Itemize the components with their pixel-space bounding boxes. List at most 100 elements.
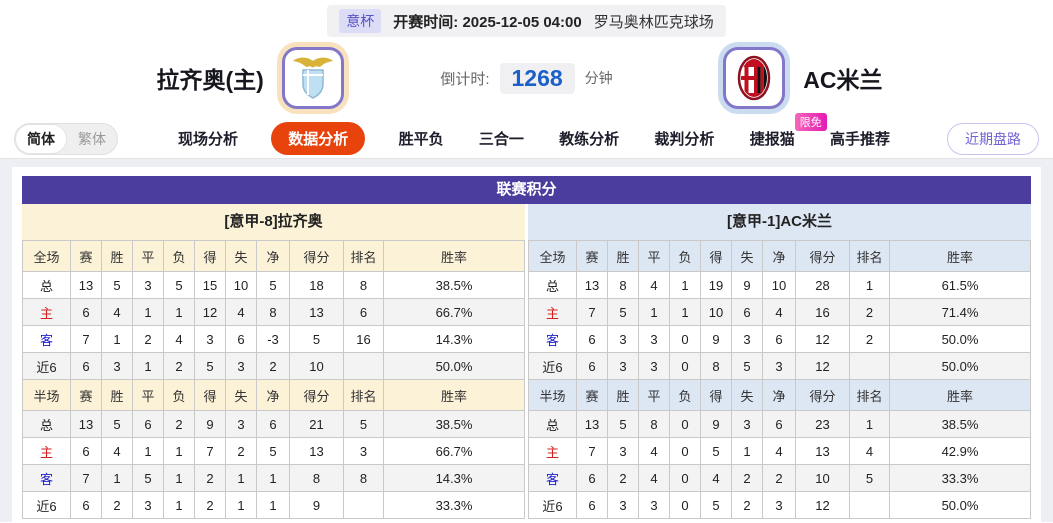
stat-cell: 12 <box>795 352 850 380</box>
column-header: 排名 <box>343 240 384 272</box>
stat-cell: 5 <box>101 271 133 299</box>
column-header: 赛 <box>576 379 608 411</box>
countdown-value: 1268 <box>499 62 575 94</box>
stat-cell: 4 <box>638 271 670 299</box>
stat-cell: 10 <box>289 352 344 380</box>
tab-胜平负[interactable]: 胜平负 <box>398 131 444 148</box>
away-standings-block: [意甲-1]AC米兰 全场赛胜平负得失净得分 排名 胜率总 13 8 4 1 19 9 10 28 1… <box>525 204 1031 519</box>
column-header: 排名 <box>849 379 890 411</box>
column-header: 失 <box>225 379 257 411</box>
tab-现场分析[interactable]: 现场分析 <box>178 131 239 148</box>
stat-cell: 3 <box>194 325 226 353</box>
tab-数据分析[interactable]: 数据分析 <box>271 122 366 155</box>
kickoff-value: 2025-12-05 04:00 <box>462 13 582 31</box>
stat-cell: 3 <box>225 352 257 380</box>
stat-cell: 5 <box>101 410 133 438</box>
stat-cell: 2 <box>163 410 195 438</box>
stat-cell: 3 <box>101 352 133 380</box>
stat-cell <box>849 491 890 519</box>
kickoff-time: 开赛时间: 2025-12-05 04:00 <box>393 11 581 32</box>
stat-cell: 2 <box>101 491 133 519</box>
stat-cell: 5 <box>700 491 732 519</box>
stat-cell: 23 <box>795 410 850 438</box>
language-toggle[interactable]: 简体 繁体 <box>14 122 118 155</box>
stat-cell: 13 <box>576 410 608 438</box>
stat-cell: 3 <box>638 491 670 519</box>
stat-cell: 5 <box>256 271 290 299</box>
column-header: 胜 <box>101 379 133 411</box>
stat-cell: 12 <box>194 298 226 326</box>
stat-cell: 1 <box>225 464 257 492</box>
stat-cell: 3 <box>225 410 257 438</box>
column-header: 负 <box>163 240 195 272</box>
stat-cell: 1 <box>731 437 763 465</box>
row-label: 主 <box>22 298 71 326</box>
stat-cell: 50.0% <box>889 491 1031 519</box>
row-label: 客 <box>528 325 577 353</box>
stat-cell: 0 <box>669 325 701 353</box>
lang-traditional-option[interactable]: 繁体 <box>78 130 106 147</box>
row-label: 近6 <box>528 352 577 380</box>
stat-cell: 0 <box>669 464 701 492</box>
stat-cell: 6 <box>70 437 102 465</box>
stat-cell: 5 <box>289 325 344 353</box>
recent-odds-button[interactable]: 近期盘路 <box>947 122 1039 155</box>
stat-cell: 0 <box>669 410 701 438</box>
stat-cell: 7 <box>194 437 226 465</box>
section-label: 全场 <box>528 240 577 272</box>
countdown-unit: 分钟 <box>584 70 613 86</box>
stat-cell: 3 <box>132 271 164 299</box>
stat-cell: 3 <box>731 410 763 438</box>
stat-cell: 4 <box>638 437 670 465</box>
tab-捷报猫[interactable]: 捷报猫 限免 <box>748 113 827 155</box>
stat-cell: 6 <box>343 298 384 326</box>
column-header: 平 <box>638 379 670 411</box>
stat-cell <box>849 352 890 380</box>
stat-cell: 0 <box>669 352 701 380</box>
row-label: 近6 <box>528 491 577 519</box>
stat-cell: -3 <box>256 325 290 353</box>
column-header: 胜 <box>607 379 639 411</box>
content-section: 联赛积分 [意甲-8]拉齐奥 全场赛胜平负得失净得分 排名 胜率总 13 5 3 5 15 10… <box>0 159 1053 523</box>
stat-cell: 66.7% <box>383 437 525 465</box>
stat-cell: 4 <box>849 437 890 465</box>
stat-cell: 2 <box>163 352 195 380</box>
tab-高手推荐[interactable]: 高手推荐 <box>829 131 890 148</box>
column-header: 净 <box>762 379 796 411</box>
stat-cell: 5 <box>256 437 290 465</box>
column-header: 失 <box>225 240 257 272</box>
league-standings-panel: 联赛积分 [意甲-8]拉齐奥 全场赛胜平负得失净得分 排名 胜率总 13 5 3 5 15 10… <box>12 167 1041 523</box>
stat-cell: 9 <box>731 271 763 299</box>
stat-cell: 6 <box>70 491 102 519</box>
column-header: 胜 <box>101 240 133 272</box>
column-header: 得分 <box>795 240 850 272</box>
column-header: 得 <box>194 240 226 272</box>
stat-cell: 2 <box>132 325 164 353</box>
stat-cell: 3 <box>731 325 763 353</box>
stat-cell: 1 <box>132 298 164 326</box>
stat-cell: 5 <box>343 410 384 438</box>
milan-crest-icon <box>723 47 786 109</box>
stat-cell: 1 <box>225 491 257 519</box>
row-label: 客 <box>22 464 71 492</box>
stat-cell: 7 <box>576 298 608 326</box>
stat-cell: 1 <box>256 491 290 519</box>
tab-教练分析[interactable]: 教练分析 <box>559 131 620 148</box>
stat-cell: 9 <box>194 410 226 438</box>
kickoff-label: 开赛时间: <box>393 13 459 31</box>
stat-cell: 6 <box>762 410 796 438</box>
stat-cell: 15 <box>194 271 226 299</box>
stat-cell: 13 <box>576 271 608 299</box>
away-team-name: AC米兰 <box>803 67 883 93</box>
stat-cell: 9 <box>700 325 732 353</box>
stat-cell: 50.0% <box>889 352 1031 380</box>
stat-cell: 6 <box>70 298 102 326</box>
stat-cell: 2 <box>194 491 226 519</box>
tab-裁判分析[interactable]: 裁判分析 <box>654 131 715 148</box>
lazio-crest-icon <box>281 47 344 109</box>
stat-cell: 6 <box>731 298 763 326</box>
stat-cell: 8 <box>607 271 639 299</box>
tab-三合一[interactable]: 三合一 <box>478 131 524 148</box>
lang-simplified-option[interactable]: 简体 <box>15 123 67 154</box>
stat-cell: 10 <box>700 298 732 326</box>
